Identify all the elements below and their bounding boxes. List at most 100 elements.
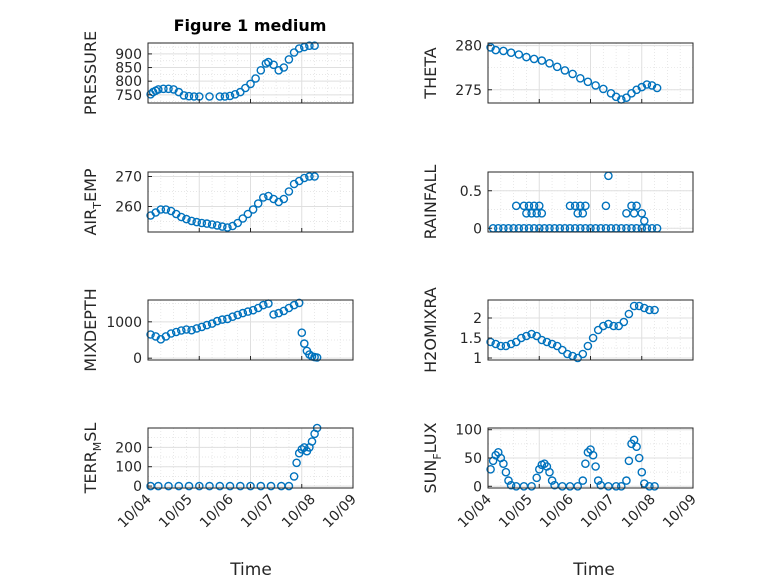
data-point — [269, 60, 278, 70]
y-tick-label: 260 — [115, 200, 142, 216]
data-point — [161, 205, 171, 214]
data-point — [256, 66, 266, 75]
x-tick-label: 10/08 — [279, 492, 319, 532]
data-point — [645, 305, 654, 315]
data-point — [517, 333, 526, 343]
y-tick-label: 100 — [455, 423, 482, 439]
data-point — [599, 321, 608, 331]
data-point — [537, 208, 547, 218]
data-point — [522, 208, 531, 218]
y-axis-label: RAINFALL — [421, 165, 440, 240]
data-point — [256, 481, 266, 491]
data-point — [197, 218, 207, 228]
data-point — [258, 300, 268, 310]
data-point — [622, 476, 631, 485]
data-point — [225, 481, 235, 491]
data-point — [532, 473, 542, 483]
subplot-mixdepth: 0 1000 MIXDEPTH — [81, 288, 354, 372]
x-tick-label: 10/06 — [197, 491, 237, 531]
subplot-sun_flux: 0 50 100 10/04 10/05 10/06 10/07 10/08 10/09 SUNF… — [421, 422, 700, 531]
data-point — [284, 55, 294, 64]
data-point — [506, 339, 516, 349]
data-point — [146, 330, 155, 339]
x-tick-label: 10/07 — [238, 492, 278, 532]
data-point — [496, 341, 506, 351]
data-point — [601, 201, 611, 211]
data-point — [645, 481, 654, 491]
data-point — [491, 339, 501, 349]
data-point — [251, 74, 260, 83]
x-tick-label: 10/07 — [578, 492, 618, 532]
data-point — [637, 467, 647, 477]
y-axis-label: AIRTEMP — [81, 168, 104, 235]
x-tick-label: 10/04 — [115, 491, 155, 531]
data-point — [253, 199, 263, 208]
y-tick-label: 0 — [133, 351, 142, 367]
data-point — [205, 481, 214, 491]
subplot-rainfall: 0 0.5 RAINFALL — [421, 165, 694, 240]
data-point — [299, 173, 309, 183]
data-point — [182, 325, 191, 334]
y-axis-label-main: H2OMIXRA — [421, 287, 440, 373]
data-point — [312, 353, 322, 362]
data-point — [532, 208, 542, 218]
data-point — [202, 320, 212, 330]
data-point — [184, 481, 194, 491]
data-point — [184, 91, 194, 101]
y-axis-label-main: SUN — [421, 460, 440, 494]
data-point — [622, 93, 631, 102]
y-tick-label: 1.5 — [460, 331, 482, 347]
data-point — [233, 310, 242, 320]
data-point — [294, 44, 304, 53]
data-point — [588, 333, 598, 343]
x-tick-label: 10/04 — [455, 491, 495, 531]
data-point — [299, 339, 309, 348]
y-tick-label: 1 — [473, 351, 482, 367]
data-point — [573, 208, 583, 218]
y-tick-label: 100 — [115, 460, 142, 476]
data-point — [305, 41, 314, 51]
data-point — [220, 92, 230, 101]
x-axis-label-right: Time — [572, 560, 615, 580]
data-point — [192, 324, 201, 333]
y-tick-label: 280 — [455, 39, 482, 55]
data-point — [235, 481, 245, 491]
y-axis-label-main: TERR — [81, 451, 100, 494]
data-point — [164, 84, 173, 94]
data-point — [637, 208, 647, 218]
data-point — [289, 300, 299, 310]
data-point — [207, 220, 217, 229]
data-point — [535, 464, 544, 474]
y-axis-label-main: AIR — [81, 209, 100, 236]
data-point — [192, 217, 201, 227]
data-point — [563, 349, 572, 359]
data-point — [212, 316, 222, 326]
data-point — [235, 87, 245, 97]
y-tick-label: 0 — [473, 221, 482, 237]
x-tick-label: 10/05 — [156, 492, 196, 532]
y-axis-label: PRESSURE — [81, 31, 100, 115]
data-point — [246, 481, 255, 491]
data-point — [238, 214, 248, 223]
data-point — [223, 314, 232, 324]
data-point — [617, 481, 626, 491]
subplot-theta: 275 280 THETA — [421, 39, 694, 104]
data-point — [652, 83, 662, 93]
data-point — [189, 92, 199, 101]
data-point — [565, 201, 575, 211]
data-point — [650, 481, 659, 491]
subplot-air_temp: 260 270 AIRTEMP — [81, 168, 354, 236]
data-point — [632, 442, 641, 452]
data-point — [217, 222, 227, 231]
y-axis-label: TERRMSL — [81, 423, 104, 495]
data-point — [547, 476, 557, 485]
data-point — [176, 212, 186, 222]
y-axis-label-rest: LUX — [421, 422, 440, 453]
y-tick-label: 750 — [115, 88, 142, 104]
data-point — [166, 329, 176, 338]
data-point — [637, 82, 647, 92]
data-point — [486, 464, 495, 474]
data-point — [624, 309, 634, 319]
y-tick-label: 50 — [464, 451, 482, 467]
